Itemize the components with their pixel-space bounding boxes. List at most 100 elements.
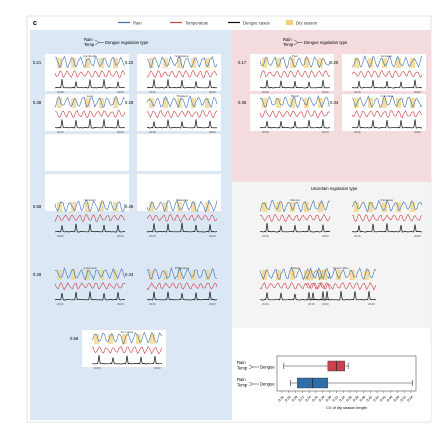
x-tick-label: 0.40 xyxy=(359,395,367,403)
cell-cv: 0.36 xyxy=(238,100,247,105)
rain-series xyxy=(54,267,126,281)
cell-title: Indonesia xyxy=(83,266,96,270)
dry-season-band xyxy=(382,58,387,68)
x-tick-label: 0.28 xyxy=(318,395,326,403)
x-tick-label: 0.20 xyxy=(291,395,299,403)
dengue-series xyxy=(260,79,331,89)
x-tick-label: 0.26 xyxy=(311,395,319,403)
x-tick-label: 0.22 xyxy=(298,395,306,403)
box-row-arrow xyxy=(248,381,259,387)
dry-season-band xyxy=(410,202,415,212)
cell-tick: 2020 xyxy=(322,130,329,134)
cell-title: Puerto Rico xyxy=(333,266,349,270)
dry-season-band xyxy=(163,270,168,280)
cell-tile xyxy=(45,134,129,171)
country-cell: 0.33 Philippines 2016 2020 xyxy=(125,266,218,306)
dengue-series xyxy=(352,119,422,129)
cell-title: Laos xyxy=(87,94,94,98)
x-tick-label: 0.42 xyxy=(366,395,374,403)
legend-swatch xyxy=(286,20,293,25)
cell-title: Paraguay xyxy=(381,198,394,202)
cell-cv: 0.34 xyxy=(330,100,339,105)
dry-season-band xyxy=(304,58,309,68)
dengue-series xyxy=(92,355,162,365)
dengue-series xyxy=(146,119,218,129)
dry-season-band xyxy=(290,58,295,68)
cell-tick: 2016 xyxy=(262,302,269,306)
country-cell: 0.58 Vietnam 2000 2020 xyxy=(33,198,126,238)
group-bg-uncertain xyxy=(232,182,431,328)
rain-series xyxy=(351,55,423,68)
temperature-series xyxy=(259,282,331,290)
dengue-series xyxy=(306,290,377,301)
country-cell: 0.17 Peru 2016 2020 xyxy=(238,54,331,94)
country-cell: Bolivia 2016 2020 xyxy=(259,266,331,306)
rain-series xyxy=(351,95,423,109)
header-rain: Rain xyxy=(283,37,292,42)
dengue-series xyxy=(54,78,126,89)
panel-label-c: c xyxy=(33,20,37,27)
cell-cv: 0.20 xyxy=(330,60,339,65)
dry-season-band xyxy=(262,58,267,68)
dry-season-band xyxy=(177,58,182,68)
cell-title: Bolivia xyxy=(291,266,300,270)
dry-season-band xyxy=(149,58,154,68)
cell-tick: 2020 xyxy=(209,130,216,134)
dry-season-band xyxy=(85,270,90,280)
cell-tick: 2020 xyxy=(209,90,216,94)
cell-tick: 2016 xyxy=(354,234,361,238)
country-cell: 0.20 Ecuador 2016 2020 xyxy=(330,54,423,94)
rain-series xyxy=(146,95,218,108)
cell-tick: 2016 xyxy=(57,302,64,306)
country-cell: 0.46 Malaysia 2016 2020 xyxy=(125,198,218,238)
cell-tick: 2020 xyxy=(117,90,124,94)
cell-cv: 0.17 xyxy=(238,60,247,65)
x-tick-label: 0.30 xyxy=(325,395,333,403)
dry-season-band xyxy=(318,270,323,280)
temperature-series xyxy=(54,281,126,291)
dry-season-band xyxy=(262,98,267,108)
cell-cv: 0.46 xyxy=(125,204,134,209)
temperature-series xyxy=(259,109,331,118)
dry-season-band xyxy=(382,202,387,212)
cell-tick: 2020 xyxy=(209,234,216,238)
dry-season-band xyxy=(276,270,281,280)
cell-cv: 0.56 xyxy=(70,336,79,341)
dengue-series xyxy=(146,291,218,301)
temperature-series xyxy=(351,213,423,223)
dry-season-band xyxy=(113,98,118,108)
dry-season-band xyxy=(149,270,154,280)
country-cell: 0.28 Indonesia 2016 2020 xyxy=(33,266,126,306)
cell-tick: 2016 xyxy=(57,130,64,134)
cell-tick: 2020 xyxy=(117,302,124,306)
cell-cv: 0.22 xyxy=(125,60,134,65)
x-tick-label: 0.52 xyxy=(400,395,408,403)
cell-tick: 2020 xyxy=(414,234,421,238)
x-tick-label: 0.16 xyxy=(277,395,285,403)
rain-series xyxy=(54,55,126,69)
dry-season-band xyxy=(290,202,295,212)
country-cell: Mexico 2016 2020 xyxy=(259,198,331,238)
legend-label: Temperature xyxy=(185,21,209,26)
cell-tick: 2020 xyxy=(117,234,124,238)
temperature-series xyxy=(259,213,331,223)
cell-title: Mexico xyxy=(290,198,300,202)
dry-season-band xyxy=(113,58,118,68)
box-row-rain: Rain xyxy=(237,377,246,382)
rain-series xyxy=(54,199,126,213)
dry-season-band xyxy=(163,202,168,212)
temperature-series xyxy=(146,213,218,223)
temperature-series xyxy=(351,70,423,78)
dry-season-band xyxy=(85,98,90,108)
cell-cv: 0.38 xyxy=(33,100,42,105)
dry-season-band xyxy=(368,58,373,68)
temperature-series xyxy=(146,110,218,118)
box-row-temp: Temp xyxy=(237,366,248,371)
dry-season-band xyxy=(276,98,281,108)
cell-tick: 2016 xyxy=(149,130,156,134)
dry-season-band xyxy=(71,98,76,108)
dry-season-band xyxy=(85,202,90,212)
cell-tick: 2020 xyxy=(322,90,329,94)
